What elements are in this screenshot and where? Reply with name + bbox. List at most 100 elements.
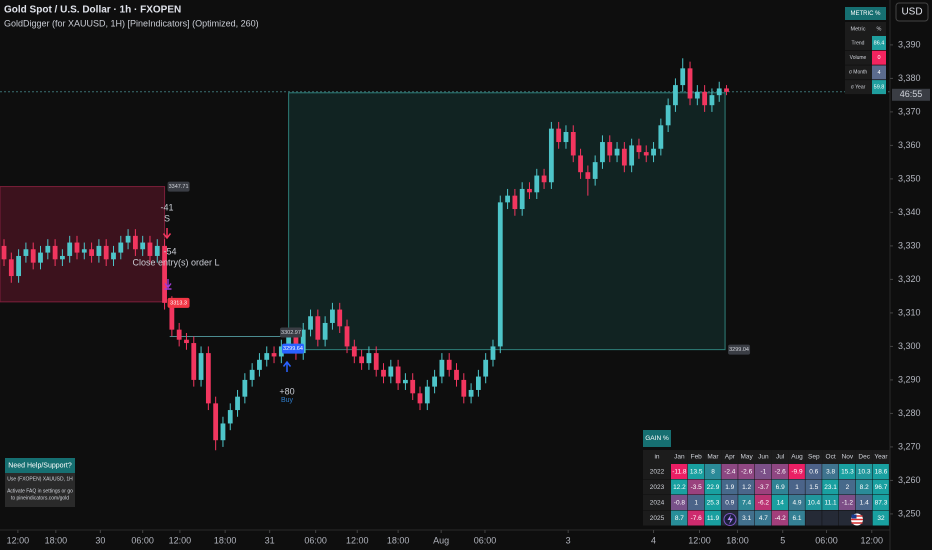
gain-cell — [788, 464, 805, 479]
candle-body — [264, 353, 270, 360]
y-tick-label: 3,310 — [898, 307, 921, 317]
lightning-icon — [727, 514, 733, 525]
gain-cell — [822, 495, 839, 510]
candle-body — [709, 95, 715, 106]
candle-body — [556, 128, 562, 143]
gain-cell — [872, 479, 889, 495]
metric-name: σ Month — [849, 70, 868, 76]
candle-body — [694, 91, 700, 99]
metric-name-cell — [845, 80, 872, 95]
candle-body — [125, 235, 131, 243]
price-tag: 3313.3 — [170, 300, 187, 306]
candle-body — [490, 346, 496, 360]
gain-cell — [788, 495, 805, 510]
gain-value: -11.8 — [672, 468, 687, 475]
gain-cell — [839, 464, 856, 479]
gain-value: -1 — [761, 468, 767, 475]
candle-body — [59, 255, 65, 260]
x-tick-label: 4 — [651, 535, 656, 545]
gain-cell — [738, 464, 755, 479]
gain-year: 2022 — [650, 468, 665, 475]
candle-body — [578, 155, 583, 173]
metric-header-bg — [845, 7, 886, 20]
gain-cell — [788, 510, 805, 526]
metric-value-cell — [872, 65, 886, 80]
gain-cell — [704, 464, 721, 479]
candle-body — [592, 162, 598, 179]
candle-body — [424, 386, 430, 404]
help-body — [5, 473, 75, 507]
gain-value: 1.2 — [742, 484, 751, 491]
x-tick-label: 5 — [780, 535, 785, 545]
gain-col-header: Mar — [707, 454, 719, 461]
gain-value: 7.4 — [742, 499, 751, 506]
gain-col-header: May — [740, 454, 753, 461]
gain-year: 2024 — [650, 499, 665, 506]
candle-body — [432, 376, 438, 387]
gain-col-header-bg — [855, 450, 873, 464]
x-tick-label: 3 — [566, 535, 571, 545]
gain-cell — [771, 495, 789, 510]
metric-name-cell — [845, 65, 872, 80]
candle-body — [629, 145, 635, 166]
candle-body — [67, 242, 73, 256]
gain-col-header-bg — [839, 450, 856, 464]
gain-cell — [755, 495, 772, 510]
gain-col-header-bg — [721, 450, 739, 464]
candle-body — [395, 366, 401, 384]
gain-value: -7.6 — [691, 515, 703, 522]
gain-value: 18.6 — [875, 468, 888, 475]
candle-body — [249, 369, 255, 380]
gain-year-cell — [643, 510, 671, 526]
gain-cell — [771, 510, 789, 526]
currency-label[interactable]: USD — [901, 7, 922, 18]
candle-body — [585, 172, 591, 179]
gain-cell — [738, 495, 755, 510]
candle-body — [315, 316, 321, 340]
tables: METRIC % Metric % Trend 86.4 Volume 0 σ Month 4 σ… — [643, 7, 890, 526]
x-tick-label: 12:00 — [860, 535, 883, 545]
gain-cell — [855, 479, 873, 495]
candle-body — [242, 379, 248, 397]
x-tick-label: 30 — [95, 535, 105, 545]
gain-value: 3.1 — [742, 515, 751, 522]
gain-value: 1 — [795, 484, 799, 491]
candle-body — [271, 353, 277, 357]
gain-value: 96.7 — [875, 484, 888, 491]
gain-year-cell — [643, 464, 671, 479]
gain-cell — [738, 510, 755, 526]
candle-body — [205, 353, 211, 404]
gain-cell — [755, 464, 772, 479]
buy-label: Buy — [281, 397, 294, 404]
long-position-box — [288, 92, 726, 351]
gain-cell — [839, 495, 856, 510]
gain-value: 0.6 — [809, 468, 818, 475]
candle-body — [169, 302, 175, 330]
candle-body — [665, 105, 671, 126]
y-tick-label: 3,370 — [898, 106, 921, 116]
candle-body — [658, 125, 664, 149]
metric-name: σ Year — [851, 84, 866, 90]
candle-body — [235, 396, 240, 411]
candle-body — [52, 245, 58, 260]
gain-cell — [805, 510, 822, 526]
candle-body — [687, 68, 693, 99]
gain-cell — [671, 495, 688, 510]
currency-button[interactable] — [895, 2, 929, 22]
gain-col-header: in — [654, 454, 659, 461]
candle-body — [81, 249, 87, 253]
y-tick-label: 3,250 — [898, 508, 921, 518]
gain-value: -4.2 — [775, 515, 787, 522]
price-tag-bg — [279, 327, 302, 338]
gain-value: 6.1 — [792, 515, 801, 522]
gain-value: 23.1 — [824, 484, 837, 491]
y-tick-label: 3,300 — [898, 341, 921, 351]
price-tag-bg — [281, 343, 304, 354]
candle-body — [548, 128, 554, 183]
candle-body — [702, 91, 708, 106]
gain-value: 11.9 — [707, 515, 720, 522]
gain-cell — [671, 510, 688, 526]
candle-body — [16, 255, 22, 277]
x-tick-label: 12:00 — [346, 535, 369, 545]
